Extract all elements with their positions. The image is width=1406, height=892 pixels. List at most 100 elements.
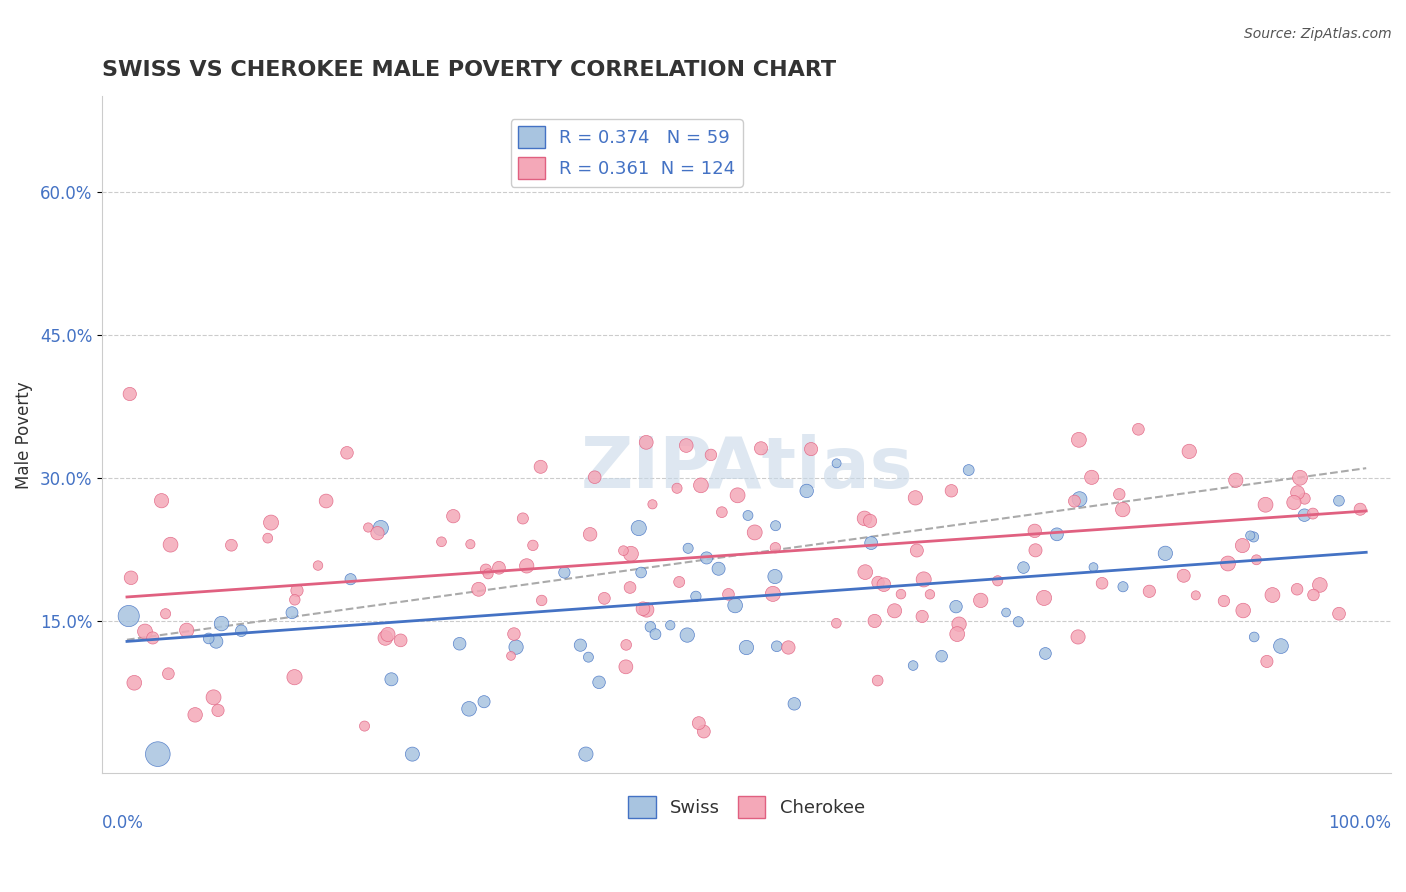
Point <box>853 511 876 525</box>
Point <box>516 558 538 573</box>
Point <box>458 702 481 716</box>
Point <box>1294 508 1316 523</box>
Point <box>1256 655 1278 669</box>
Point <box>578 650 600 665</box>
Point <box>970 593 993 607</box>
Point <box>666 481 689 495</box>
Point <box>1270 639 1292 653</box>
Point <box>530 459 553 474</box>
Point <box>676 628 699 642</box>
Point <box>931 649 953 664</box>
Point <box>575 747 598 761</box>
Point <box>727 488 749 502</box>
Point <box>1069 492 1091 507</box>
Point <box>890 587 912 601</box>
Point <box>707 562 730 576</box>
Point <box>366 526 388 541</box>
Point <box>1232 603 1254 617</box>
Point <box>987 574 1010 588</box>
Point <box>668 574 690 589</box>
Point <box>124 675 146 690</box>
Point <box>449 637 471 651</box>
Point <box>630 566 652 580</box>
Text: 0.0%: 0.0% <box>103 814 143 832</box>
Point <box>868 575 890 590</box>
Point <box>825 456 848 470</box>
Point <box>685 590 707 604</box>
Point <box>945 599 967 614</box>
Point <box>765 640 787 654</box>
Point <box>614 638 637 652</box>
Point <box>1112 580 1135 594</box>
Point <box>1261 588 1284 602</box>
Point <box>640 620 662 634</box>
Point <box>901 658 924 673</box>
Point <box>1108 487 1130 501</box>
Point <box>1286 485 1309 500</box>
Point <box>1154 546 1177 560</box>
Point <box>1327 493 1350 508</box>
Point <box>749 442 772 456</box>
Point <box>866 673 889 688</box>
Point <box>150 493 173 508</box>
Point <box>1243 630 1265 644</box>
Legend: Swiss, Cherokee: Swiss, Cherokee <box>621 789 872 825</box>
Point <box>211 616 233 631</box>
Text: SWISS VS CHEROKEE MALE POVERTY CORRELATION CHART: SWISS VS CHEROKEE MALE POVERTY CORRELATI… <box>103 60 837 79</box>
Point <box>1212 594 1234 608</box>
Point <box>644 627 666 641</box>
Point <box>675 438 697 452</box>
Point <box>883 604 905 618</box>
Point <box>636 603 658 617</box>
Point <box>202 690 225 705</box>
Point <box>569 638 592 652</box>
Point <box>700 448 723 462</box>
Point <box>460 537 482 551</box>
Point <box>142 631 165 645</box>
Point <box>863 614 886 628</box>
Point <box>1035 647 1057 661</box>
Point <box>1012 560 1035 574</box>
Point <box>1232 539 1254 553</box>
Point <box>696 550 718 565</box>
Point <box>1137 584 1160 599</box>
Point <box>627 521 650 535</box>
Point <box>641 497 664 511</box>
Point <box>710 505 733 519</box>
Point <box>1289 471 1312 485</box>
Point <box>690 478 713 492</box>
Point <box>860 536 883 550</box>
Point <box>1178 444 1201 458</box>
Point <box>583 470 606 484</box>
Point <box>1282 495 1305 509</box>
Point <box>1063 494 1085 508</box>
Point <box>948 617 970 632</box>
Point <box>505 640 527 654</box>
Point <box>1294 491 1316 506</box>
Point <box>620 547 643 561</box>
Point <box>184 707 207 722</box>
Point <box>737 508 759 523</box>
Point <box>853 565 876 579</box>
Point <box>946 627 969 641</box>
Point <box>1091 576 1114 591</box>
Point <box>763 541 786 555</box>
Point <box>1067 433 1090 447</box>
Point <box>1024 524 1046 538</box>
Point <box>522 538 544 552</box>
Point <box>688 716 710 731</box>
Point <box>762 587 785 601</box>
Point <box>825 616 848 631</box>
Point <box>579 527 602 541</box>
Point <box>336 446 359 460</box>
Text: Source: ZipAtlas.com: Source: ZipAtlas.com <box>1244 27 1392 41</box>
Point <box>1348 502 1371 516</box>
Point <box>1067 630 1090 644</box>
Point <box>221 538 243 552</box>
Point <box>374 631 396 645</box>
Point <box>389 633 412 648</box>
Point <box>588 675 610 690</box>
Point <box>676 541 699 556</box>
Point <box>207 703 229 717</box>
Point <box>1080 470 1102 484</box>
